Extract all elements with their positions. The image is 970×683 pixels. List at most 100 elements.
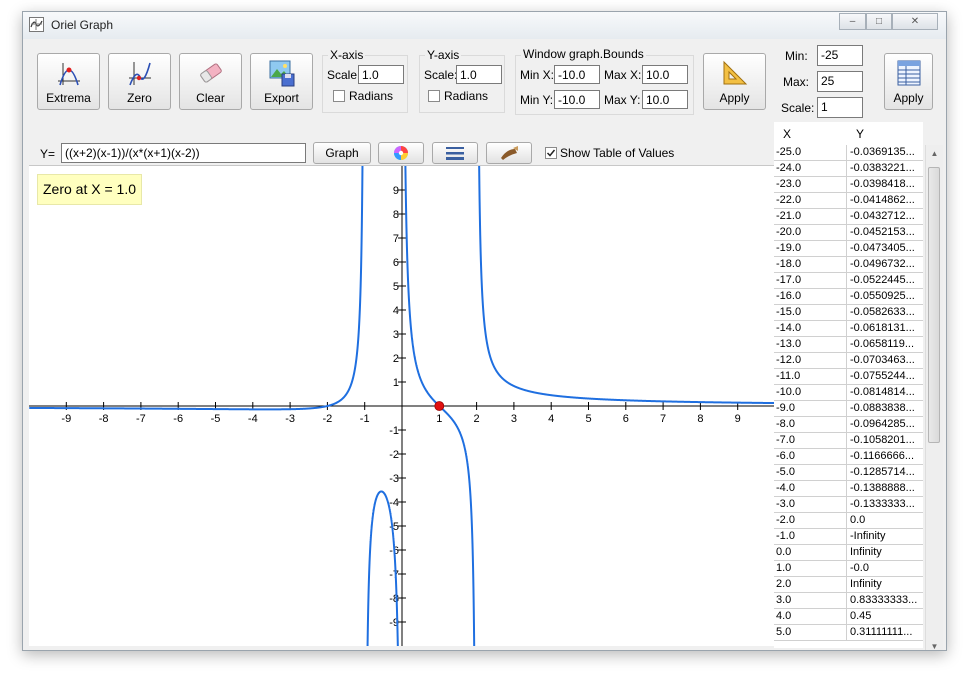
cell-x: -9.0 bbox=[776, 401, 847, 417]
cell-y: -0.0383221... bbox=[850, 162, 915, 174]
table-row[interactable]: -8.0 -0.0964285... bbox=[774, 417, 923, 433]
scroll-up-icon[interactable]: ▲ bbox=[930, 149, 939, 158]
table-row[interactable]: -4.0 -0.1388888... bbox=[774, 481, 923, 497]
table-row[interactable]: -9.0 -0.0883838... bbox=[774, 401, 923, 417]
cell-x: -4.0 bbox=[776, 481, 847, 497]
cell-x: 2.0 bbox=[776, 577, 847, 593]
scrollbar-thumb[interactable] bbox=[928, 167, 940, 443]
values-table[interactable]: -25.0 -0.0369135... -24.0 -0.0383221... -23.… bbox=[774, 145, 923, 648]
table-row[interactable]: -7.0 -0.1058201... bbox=[774, 433, 923, 449]
max-y-input[interactable]: 10.0 bbox=[642, 90, 688, 109]
y-tick-label: 6 bbox=[393, 257, 399, 269]
cell-y: -0.1388888... bbox=[850, 482, 915, 494]
background-button[interactable] bbox=[486, 142, 532, 164]
table-row[interactable]: -18.0 -0.0496732... bbox=[774, 257, 923, 273]
table-row[interactable]: -21.0 -0.0432712... bbox=[774, 209, 923, 225]
export-icon bbox=[269, 60, 294, 87]
table-row[interactable]: -5.0 -0.1285714... bbox=[774, 465, 923, 481]
cell-x: -21.0 bbox=[776, 209, 847, 225]
table-row[interactable]: -10.0 -0.0814814... bbox=[774, 385, 923, 401]
x-tick-label: -9 bbox=[61, 413, 71, 425]
table-row[interactable]: -2.0 0.0 bbox=[774, 513, 923, 529]
cell-y: -0.0473405... bbox=[850, 242, 915, 254]
table-row[interactable]: -12.0 -0.0703463... bbox=[774, 353, 923, 369]
table-row[interactable]: 4.0 0.45 bbox=[774, 609, 923, 625]
cell-y: -0.1333333... bbox=[850, 498, 915, 510]
table-row[interactable]: -11.0 -0.0755244... bbox=[774, 369, 923, 385]
table-row[interactable]: -25.0 -0.0369135... bbox=[774, 145, 923, 161]
show-table-checkbox[interactable] bbox=[545, 147, 557, 159]
cell-x: -20.0 bbox=[776, 225, 847, 241]
x-tick-label: 6 bbox=[623, 413, 629, 425]
y-radians-checkbox[interactable] bbox=[428, 90, 440, 102]
table-min-input[interactable]: -25 bbox=[817, 45, 863, 66]
table-row[interactable]: -15.0 -0.0582633... bbox=[774, 305, 923, 321]
cell-y: 0.45 bbox=[850, 610, 872, 622]
close-icon[interactable]: ✕ bbox=[892, 13, 938, 30]
y-tick-label: -5 bbox=[389, 521, 399, 533]
table-row[interactable]: -17.0 -0.0522445... bbox=[774, 273, 923, 289]
function-curve bbox=[366, 490, 399, 646]
cell-y: -0.0814814... bbox=[850, 386, 915, 398]
table-row[interactable]: 1.0 -0.0 bbox=[774, 561, 923, 577]
function-plot[interactable]: -9 -8 -7 -6 -5 -4 -3 -2 -1 1 2 3 4 5 6 7 8 9 9 8 7 6 5 4 3 2 1 -1 -2… bbox=[29, 166, 776, 646]
x-tick-label: 8 bbox=[697, 413, 703, 425]
window-title: Oriel Graph bbox=[51, 18, 114, 32]
zero-result-note: Zero at X = 1.0 bbox=[37, 174, 142, 205]
formula-input[interactable]: ((x+2)(x-1))/(x*(x+1)(x-2)) bbox=[61, 143, 306, 163]
table-row[interactable]: -14.0 -0.0618131... bbox=[774, 321, 923, 337]
x-radians-checkbox[interactable] bbox=[333, 90, 345, 102]
table-row[interactable]: 2.0 Infinity bbox=[774, 577, 923, 593]
x-axis-title: X-axis bbox=[328, 48, 366, 62]
table-row[interactable]: 0.0 Infinity bbox=[774, 545, 923, 561]
cell-y: -0.0658119... bbox=[850, 338, 915, 350]
table-row[interactable]: -24.0 -0.0383221... bbox=[774, 161, 923, 177]
table-row[interactable]: -6.0 -0.1166666... bbox=[774, 449, 923, 465]
cell-y: -0.1058201... bbox=[850, 434, 915, 446]
line-style-button[interactable] bbox=[432, 142, 478, 164]
table-row[interactable]: -22.0 -0.0414862... bbox=[774, 193, 923, 209]
x-tick-label: 5 bbox=[585, 413, 591, 425]
x-tick-label: -1 bbox=[360, 413, 370, 425]
y-scale-input[interactable]: 1.0 bbox=[456, 65, 502, 84]
cell-x: -15.0 bbox=[776, 305, 847, 321]
cell-y: 0.31111111... bbox=[850, 626, 913, 638]
table-row[interactable]: 3.0 0.83333333... bbox=[774, 593, 923, 609]
min-y-input[interactable]: -10.0 bbox=[554, 90, 600, 109]
table-row[interactable]: -19.0 -0.0473405... bbox=[774, 241, 923, 257]
cell-x: 3.0 bbox=[776, 593, 847, 609]
extrema-button[interactable]: Extrema bbox=[37, 53, 100, 110]
zero-point-marker bbox=[434, 401, 445, 411]
table-row[interactable]: 5.0 0.31111111... bbox=[774, 625, 923, 641]
x-scale-input[interactable]: 1.0 bbox=[358, 65, 404, 84]
cell-y: Infinity bbox=[850, 546, 882, 558]
zero-button[interactable]: Zero bbox=[108, 53, 171, 110]
table-row[interactable]: -20.0 -0.0452153... bbox=[774, 225, 923, 241]
table-row[interactable]: -16.0 -0.0550925... bbox=[774, 289, 923, 305]
cell-y: 0.0 bbox=[850, 514, 866, 526]
clear-button[interactable]: Clear bbox=[179, 53, 242, 110]
table-max-input[interactable]: 25 bbox=[817, 71, 863, 92]
apply-bounds-button[interactable]: Apply bbox=[703, 53, 766, 110]
minimize-icon[interactable]: – bbox=[839, 13, 866, 30]
clear-label: Clear bbox=[196, 91, 225, 105]
graph-button[interactable]: Graph bbox=[313, 142, 371, 164]
graph-canvas[interactable]: -9 -8 -7 -6 -5 -4 -3 -2 -1 1 2 3 4 5 6 7 8 9 9 8 7 6 5 4 3 2 1 -1 -2… bbox=[29, 165, 776, 646]
table-row[interactable]: -1.0 -Infinity bbox=[774, 529, 923, 545]
cell-y: -0.0618131... bbox=[850, 322, 915, 334]
table-row[interactable]: -13.0 -0.0658119... bbox=[774, 337, 923, 353]
apply-table-button[interactable]: Apply bbox=[884, 53, 933, 110]
table-scrollbar[interactable]: ▲ ▼ bbox=[925, 145, 943, 651]
scroll-down-icon[interactable]: ▼ bbox=[930, 642, 939, 651]
min-x-input[interactable]: -10.0 bbox=[554, 65, 600, 84]
table-row[interactable]: -3.0 -0.1333333... bbox=[774, 497, 923, 513]
maximize-icon[interactable]: □ bbox=[866, 13, 892, 30]
max-x-input[interactable]: 10.0 bbox=[642, 65, 688, 84]
table-scale-input[interactable]: 1 bbox=[817, 97, 863, 118]
table-row[interactable]: -23.0 -0.0398418... bbox=[774, 177, 923, 193]
export-button[interactable]: Export bbox=[250, 53, 313, 110]
extrema-icon bbox=[57, 63, 80, 86]
cell-y: -0.0452153... bbox=[850, 226, 915, 238]
color-button[interactable] bbox=[378, 142, 424, 164]
cell-x: -6.0 bbox=[776, 449, 847, 465]
